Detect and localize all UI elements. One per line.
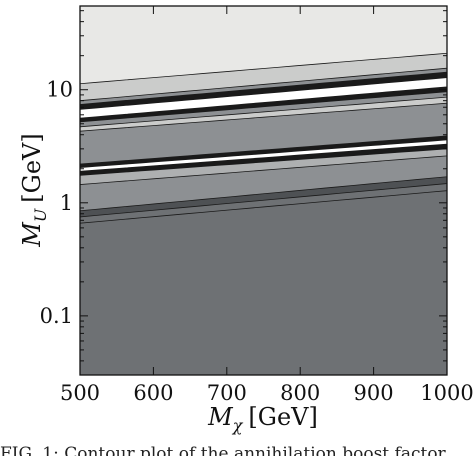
contour-bands <box>80 6 447 224</box>
x-tick-label-700: 700 <box>207 381 247 405</box>
y-tick-label-1: 1 <box>60 191 73 215</box>
x-axis-ticks: 500 600 700 800 900 1000 <box>60 6 474 405</box>
figure-caption: FIG. 1: Contour plot of the annihilation… <box>0 444 446 456</box>
plot-frame <box>79 5 448 376</box>
y-axis-ticks: 0.1 1 10 <box>40 10 447 376</box>
contour-plot: 500 600 700 800 900 1000 0.1 1 10 Mχ [GeV] MU[Ge… <box>18 5 474 435</box>
x-tick-label-500: 500 <box>60 381 100 405</box>
x-tick-label-800: 800 <box>280 381 320 405</box>
contour-band-16 <box>80 6 447 85</box>
y-tick-label-0.1: 0.1 <box>40 304 73 328</box>
x-axis-title: Mχ [GeV] <box>207 403 318 435</box>
y-tick-label-10: 10 <box>46 78 73 102</box>
x-tick-label-600: 600 <box>133 381 173 405</box>
x-tick-label-1000: 1000 <box>420 381 473 405</box>
y-axis-title: MU[GeV] <box>18 133 50 248</box>
x-tick-label-900: 900 <box>354 381 394 405</box>
